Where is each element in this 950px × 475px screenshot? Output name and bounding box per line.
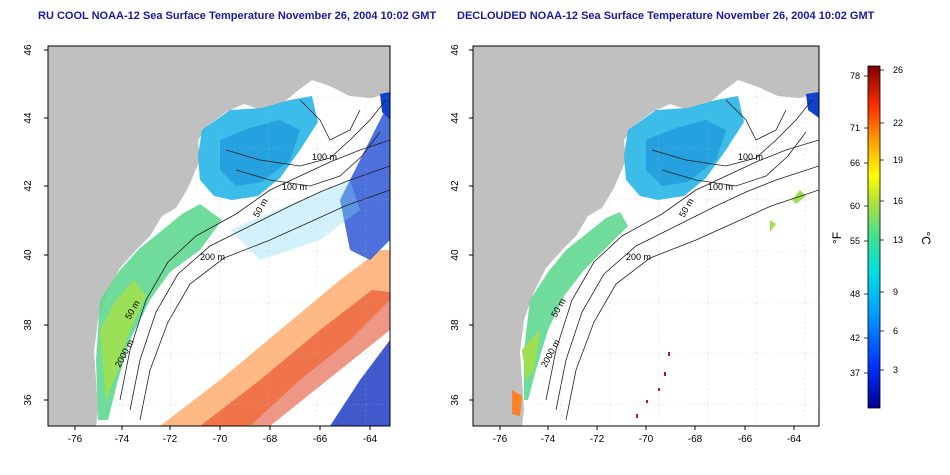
colorbar-c-tick: 16 [893, 196, 903, 206]
colorbar-f-tick: 60 [850, 201, 860, 211]
left-xtick: -74 [115, 434, 130, 445]
colorbar-c-tick: 19 [893, 155, 903, 165]
right-ytick: 46 [450, 44, 461, 56]
left-xtick: -64 [363, 434, 378, 445]
celsius-label: °C [919, 231, 933, 245]
right-ytick: 36 [450, 394, 461, 406]
left-ytick: 42 [23, 180, 34, 192]
colorbar-f-tick: 37 [850, 368, 860, 378]
left-xtick: -76 [68, 434, 83, 445]
left-ytick: 46 [23, 44, 34, 56]
fahrenheit-label: °F [830, 232, 844, 244]
colorbar-f-tick: 55 [850, 236, 860, 246]
left-map: 100 m 100 m 50 m 200 m 50 m 2000 m 36 38… [23, 44, 391, 445]
left-xtick: -66 [313, 434, 328, 445]
right-ytick: 38 [450, 319, 461, 331]
left-ytick: 38 [23, 319, 34, 331]
colorbar-c-tick: 13 [893, 235, 903, 245]
right-xtick: -72 [590, 434, 605, 445]
right-map: 100 m 100 m 50 m 200 m 50 m 2000 m 36 38… [450, 44, 820, 445]
left-xtick: -68 [263, 434, 278, 445]
right-xtick: -76 [493, 434, 508, 445]
colorbar-c-tick: 9 [893, 287, 898, 297]
right-xtick: -74 [541, 434, 556, 445]
colorbar-f-tick: 48 [850, 289, 860, 299]
right-ytick: 44 [450, 112, 461, 124]
right-contour-label: 100 m [738, 152, 763, 162]
colorbar-f-tick: 42 [850, 333, 860, 343]
right-xtick: -66 [738, 434, 753, 445]
right-contour-label: 200 m [626, 252, 651, 262]
temperature-colorbar: 78 71 66 60 55 48 42 37 26 22 19 16 13 9… [830, 65, 933, 409]
colorbar-c-tick: 26 [893, 65, 903, 75]
right-panel-title: DECLOUDED NOAA-12 Sea Surface Temperatur… [457, 10, 875, 22]
right-xtick: -64 [787, 434, 802, 445]
right-contour-label: 100 m [708, 182, 733, 192]
left-ytick: 36 [23, 394, 34, 406]
left-ytick: 44 [23, 112, 34, 124]
colorbar-f-tick: 78 [850, 71, 860, 81]
left-contour-label: 200 m [200, 252, 225, 262]
colorbar-c-tick: 22 [893, 118, 903, 128]
left-panel-title: RU COOL NOAA-12 Sea Surface Temperature … [38, 10, 437, 22]
left-contour-label: 100 m [282, 182, 307, 192]
colorbar-f-tick: 71 [850, 123, 860, 133]
right-xtick: -68 [688, 434, 703, 445]
colorbar-c-tick: 3 [893, 365, 898, 375]
left-ytick: 40 [23, 249, 34, 261]
left-contour-label: 100 m [312, 152, 337, 162]
left-xtick: -72 [163, 434, 178, 445]
right-ytick: 40 [450, 249, 461, 261]
colorbar-f-tick: 66 [850, 158, 860, 168]
colorbar-c-tick: 6 [893, 326, 898, 336]
right-ytick: 42 [450, 180, 461, 192]
left-xtick: -70 [213, 434, 228, 445]
right-xtick: -70 [639, 434, 654, 445]
